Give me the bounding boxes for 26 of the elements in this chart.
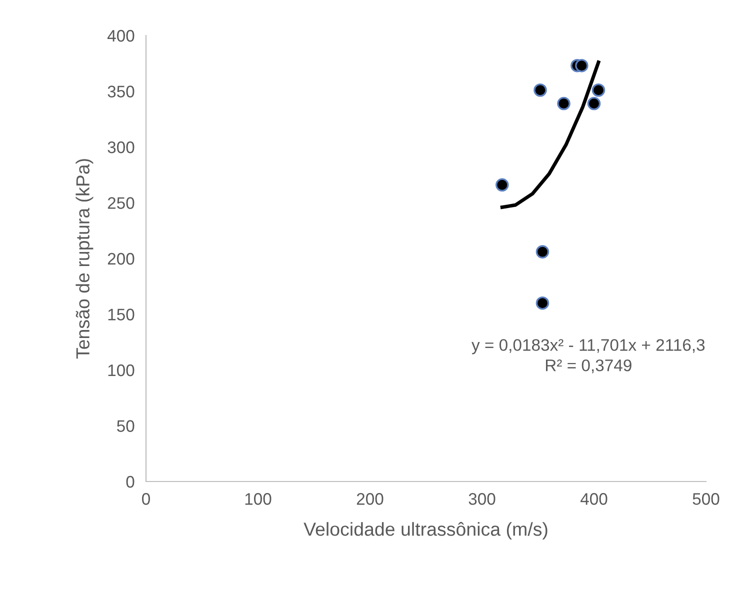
y-tick-label: 350 [108, 86, 134, 98]
y-tick-label: 200 [108, 252, 134, 265]
x-tick-label: 400 [580, 493, 608, 505]
point [536, 245, 550, 258]
point [534, 83, 547, 97]
y-tick-label: 100 [108, 364, 134, 376]
x-axis-title: Velocidade ultrassônica (m/s) [304, 522, 548, 540]
y-tick-label: 250 [108, 197, 134, 209]
x-tick-label: 500 [692, 493, 720, 505]
y-tick-label: 150 [108, 308, 134, 320]
annotation: y = 0,0183x² - 11,701x + 2116,3 R² = 0,3749 [472, 339, 705, 374]
x-tick-label: 0 [142, 493, 150, 505]
x-tick-label: 200 [356, 493, 384, 505]
y-axis-title: Tensão de ruptura (kPa) [76, 159, 94, 359]
point [496, 178, 509, 192]
point [536, 296, 550, 310]
y-tick-label: 300 [108, 141, 134, 154]
point [557, 96, 570, 110]
point [575, 58, 588, 72]
y-tick-label: 50 [117, 420, 134, 432]
y-tick-label: 0 [126, 476, 134, 488]
x-tick-label: 100 [245, 493, 272, 505]
y-tick-label: 400 [107, 30, 134, 42]
point [587, 96, 601, 110]
point [592, 83, 606, 97]
x-tick-label: 300 [468, 493, 496, 505]
